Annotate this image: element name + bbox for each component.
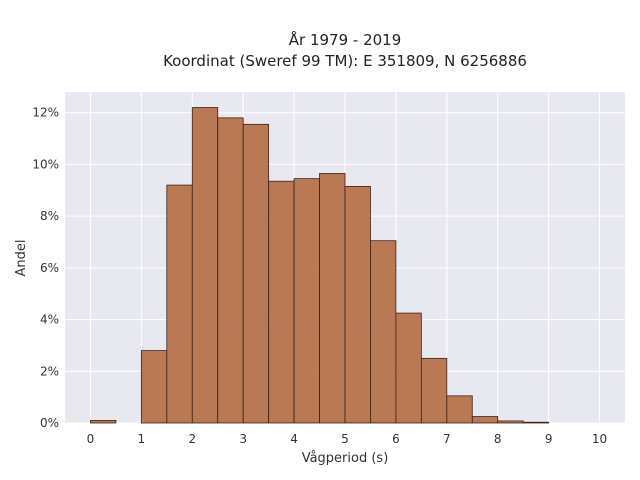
histogram-bar xyxy=(420,357,448,424)
x-tick-label: 7 xyxy=(443,432,451,446)
histogram-bar xyxy=(471,416,499,424)
histogram-bar xyxy=(166,184,193,424)
histogram-bar xyxy=(191,107,219,424)
y-tick-label: 4% xyxy=(40,313,59,327)
x-axis-label: Vågperiod (s) xyxy=(302,451,389,466)
histogram-bar xyxy=(522,421,550,424)
x-tick-label: 3 xyxy=(239,432,247,446)
y-tick-label: 2% xyxy=(40,364,59,378)
y-tick-label: 0% xyxy=(40,416,59,430)
y-tick-label: 6% xyxy=(40,261,59,275)
x-tick-label: 2 xyxy=(188,432,196,446)
histogram-bar xyxy=(268,180,295,424)
x-tick-label: 0 xyxy=(87,432,95,446)
y-tick-label: 8% xyxy=(40,209,59,223)
y-tick-label: 12% xyxy=(32,106,59,120)
y-tick-label: 10% xyxy=(32,157,59,171)
histogram-bar xyxy=(344,185,371,424)
histogram-bar xyxy=(497,420,524,424)
x-tick-label: 9 xyxy=(545,432,553,446)
y-axis-label: Andel xyxy=(14,240,29,277)
histogram-bar xyxy=(140,350,168,424)
x-tick-label: 5 xyxy=(341,432,349,446)
histogram-bar xyxy=(319,173,346,424)
bars xyxy=(90,107,550,424)
x-tick-label: 8 xyxy=(494,432,502,446)
histogram-bar xyxy=(217,117,244,424)
histogram-bar xyxy=(90,420,117,424)
x-axis-ticks: 0 1 2 3 4 5 6 7 8 9 10 xyxy=(87,432,608,446)
histogram-bar xyxy=(395,312,422,424)
histogram-bar xyxy=(370,240,397,424)
x-tick-label: 1 xyxy=(138,432,146,446)
histogram-bar xyxy=(293,178,320,424)
histogram-bar xyxy=(446,395,473,424)
x-tick-label: 4 xyxy=(290,432,298,446)
y-axis-ticks: 0% 2% 4% 6% 8% 10% 12% xyxy=(32,106,59,430)
histogram-bar xyxy=(242,123,270,424)
chart-subtitle: Koordinat (Sweref 99 TM): E 351809, N 62… xyxy=(163,52,527,70)
x-tick-label: 6 xyxy=(392,432,400,446)
chart-title: År 1979 - 2019 xyxy=(289,30,402,49)
x-tick-label: 10 xyxy=(592,432,607,446)
